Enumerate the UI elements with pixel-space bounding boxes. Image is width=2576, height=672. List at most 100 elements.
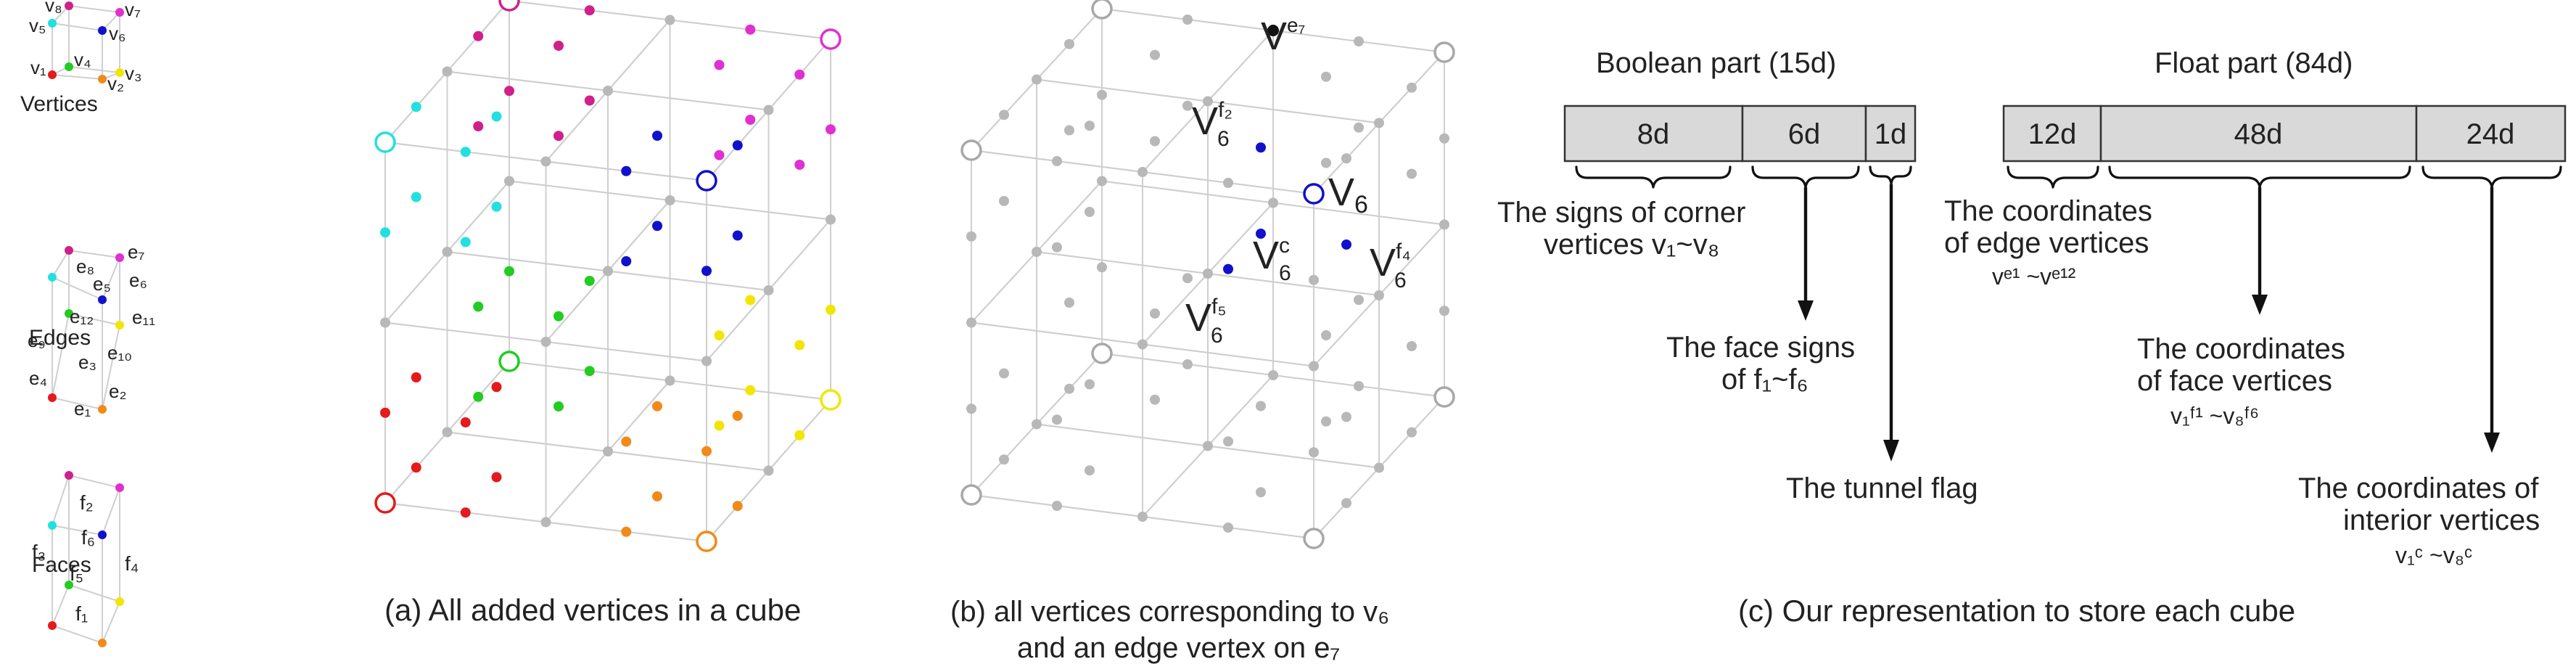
panel-b-v6-related-point (1223, 263, 1233, 274)
panel-b-gray-point (1321, 71, 1331, 82)
panel-a-v4-point (584, 366, 595, 377)
panel-b-gray-point (1407, 341, 1417, 351)
panel-b-gray-point (1150, 136, 1160, 147)
panel-b-gray-point (1439, 219, 1449, 230)
panel-b-gray-point (999, 196, 1009, 206)
panel-a: (a) All added vertices in a cube (374, 0, 841, 627)
panel-b-gray-point (1097, 262, 1107, 273)
boolean-title: Boolean part (15d) (1596, 47, 1836, 79)
arrow-interior-vertices-head (2484, 433, 2500, 453)
legend-v2-dot (98, 75, 107, 83)
panel-a-v6-point (701, 266, 712, 276)
panel-a-corner-v2 (696, 530, 717, 552)
panel-b-caption-line1: (b) all vertices corresponding to v₆ (950, 596, 1389, 628)
label-v6-f5: Vf₅ 6 (1185, 295, 1226, 348)
panel-a-v5-point (411, 192, 421, 202)
panel-b-gray-point (999, 454, 1009, 465)
legend-f3-label: f₃ (32, 541, 46, 563)
legend-faces-title: Faces (32, 553, 91, 577)
legend-v1-label: v₁ (30, 57, 46, 78)
panel-a-v1-point (411, 462, 421, 473)
panel-b-gray-point (1182, 100, 1193, 111)
panel-b-gray-point (1137, 339, 1148, 350)
panel-a-v3-point (794, 430, 805, 441)
panel-a-gray-point (442, 427, 453, 438)
legend-edge-v1-dot (48, 393, 57, 402)
panel-b-gray-point (1097, 176, 1107, 187)
panel-b-gray-point (1203, 441, 1213, 451)
panel-a-v1-point (411, 372, 421, 382)
panel-b-gray-point (1085, 465, 1095, 476)
legend-v5-label: v₅ (29, 15, 46, 36)
legend-v7-label: v₇ (125, 0, 141, 20)
legend-edge-v4-dot (65, 309, 73, 318)
panel-b-gray-point (1374, 118, 1384, 128)
desc-face-vertices-line1: The coordinates (2137, 333, 2345, 365)
label-v6-f4-base: V (1370, 241, 1396, 284)
panel-b-gray-point (1354, 381, 1364, 391)
legend-face-v3-dot (115, 597, 124, 606)
panel-b-gray-point (1341, 153, 1351, 164)
desc-edge-vertices-line1: The coordinates (1944, 195, 2152, 227)
boolean-cell-8d-label: 8d (1637, 118, 1670, 150)
float-cell-24d (2415, 105, 2567, 163)
desc-interior-vertices-line1: The coordinates of (2298, 472, 2539, 504)
panel-c-caption: (c) Our representation to store each cub… (1738, 594, 2295, 628)
panel-a-v7-point (794, 160, 805, 170)
panel-b-gray-point (1223, 523, 1233, 533)
legend-v8-dot (65, 1, 73, 10)
legend-f1-label: f₁ (75, 602, 88, 625)
legend-edges-title: Edges (29, 326, 91, 350)
panel-a-v3-point (745, 385, 756, 396)
panel-a-v4-point (554, 311, 564, 321)
panel-a-v8-point (554, 131, 564, 142)
panel-b-gray-point (1321, 157, 1331, 168)
panel-b-gray-point (1137, 512, 1148, 522)
panel-a-corner-v8 (498, 0, 520, 12)
panel-a-v2-point (732, 501, 743, 512)
panel-b-gray-point (1085, 379, 1095, 390)
panel-b-gray-point (999, 368, 1009, 379)
label-v6-base: V (1328, 171, 1354, 214)
panel-b-gray-point (1223, 436, 1233, 447)
panel-a-gray-point (603, 86, 613, 96)
panel-b-gray-point (1374, 462, 1384, 473)
legend-faces: Faces f₂ f₆ f₃ f₄ f₅ f₁ (32, 471, 139, 647)
legend-v3-dot (115, 68, 124, 77)
panel-a-corner-v3 (820, 389, 841, 411)
boolean-cell-6d (1741, 105, 1867, 163)
legend-face-v4-dot (65, 581, 73, 589)
panel-a-v3-point (826, 304, 836, 315)
legend-f2-label: f₂ (80, 491, 94, 514)
legend-edge-v7-dot (115, 253, 124, 262)
legend-edge-v8-dot (65, 246, 73, 255)
panel-a-v5-point (460, 147, 471, 157)
label-v6-c-sup: c (1279, 234, 1290, 258)
panel-a-v7-point (826, 124, 836, 135)
legend-e9-label: e₉ (28, 329, 46, 351)
legend-e5-label: e₅ (93, 273, 111, 295)
panel-b-gray-point (1052, 501, 1062, 511)
legend-e11-label: e₁₁ (132, 306, 155, 328)
panel-a-v1-point (491, 472, 502, 483)
panel-b-gray-point (1137, 167, 1148, 177)
panel-a-gray-point (603, 266, 613, 276)
panel-b-corner-v6 (1303, 183, 1325, 205)
label-v6-f2-sup: f₂ (1218, 98, 1233, 122)
panel-a-v6-point (652, 131, 662, 141)
panel-a-v7-point (745, 115, 756, 125)
arrow-face-vertices-head (2252, 295, 2268, 315)
legend-v6-label: v₆ (109, 22, 126, 44)
legend-edge-v5-dot (48, 273, 57, 282)
panel-a-v5-point (491, 201, 502, 212)
panel-b: Ve₇ Vf₂ 6 V6 Vc 6 Vf₄ 6 Vf₅ 6 (b) all vertic… (950, 0, 1455, 664)
panel-c: Boolean part (15d) 8d 6d 1d Float part (… (1497, 47, 2567, 628)
panel-b-gray-point (999, 110, 1009, 120)
panel-b-gray-point (1256, 487, 1266, 498)
legend-v1-dot (48, 70, 57, 79)
panel-a-gray-point (603, 446, 613, 456)
panel-b-gray-point (1032, 74, 1042, 85)
legend-v6-dot (98, 26, 107, 35)
desc-edge-vertices-line3: vᵉ¹ ~vᵉ¹² (1992, 263, 2076, 290)
legend-f5-label: f₅ (70, 562, 83, 585)
